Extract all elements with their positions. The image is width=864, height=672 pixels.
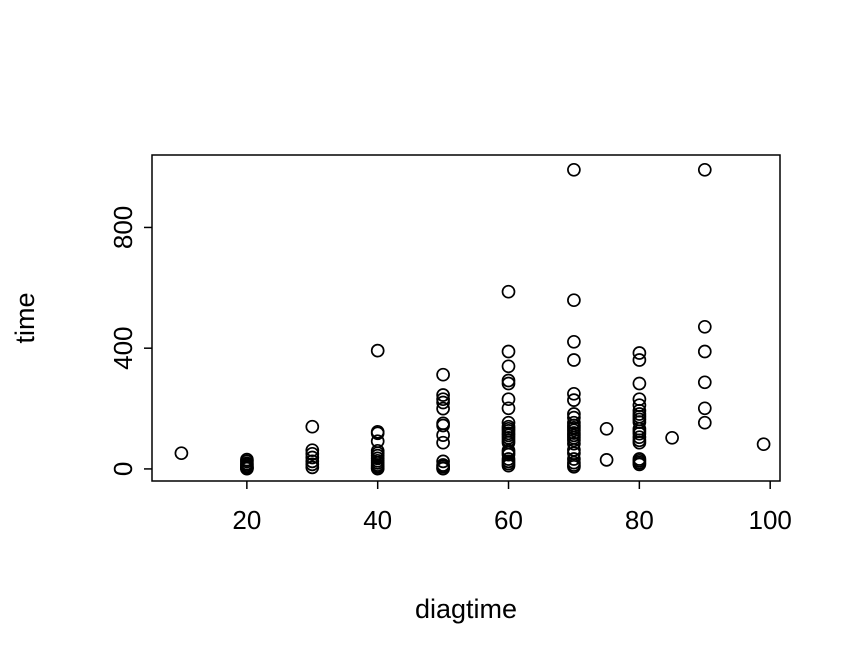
data-points	[174, 162, 771, 476]
data-point	[501, 284, 516, 299]
y-axis-label: time	[10, 292, 40, 343]
data-point	[632, 353, 647, 367]
data-point	[501, 447, 516, 462]
data-point	[632, 346, 647, 360]
data-point	[632, 426, 647, 441]
data-point	[436, 367, 450, 382]
data-point	[697, 344, 712, 359]
x-tick-label: 40	[363, 505, 392, 535]
x-tick-label: 80	[625, 505, 654, 535]
y-axis-ticks: 0 400 800	[108, 206, 152, 476]
data-point	[697, 401, 712, 416]
plot-box	[151, 154, 781, 482]
data-point	[305, 460, 320, 475]
x-tick-label: 20	[232, 505, 261, 535]
data-point	[305, 419, 320, 434]
data-point	[567, 386, 581, 401]
y-tick-label: 400	[108, 326, 138, 369]
data-point	[567, 436, 581, 451]
data-point	[436, 454, 450, 469]
data-point	[436, 435, 450, 450]
data-point	[501, 458, 516, 473]
data-point	[567, 334, 581, 349]
data-point	[370, 343, 385, 358]
data-point	[567, 459, 581, 474]
data-point	[501, 359, 516, 374]
x-tick-label: 60	[494, 505, 523, 535]
data-point	[567, 162, 581, 177]
data-point	[697, 162, 712, 177]
data-point	[697, 415, 712, 430]
data-point	[370, 461, 385, 476]
y-tick-label: 0	[108, 462, 138, 476]
data-point	[599, 421, 614, 436]
data-point	[632, 376, 647, 391]
data-point	[567, 293, 581, 308]
data-point	[240, 452, 254, 467]
data-point	[665, 430, 679, 445]
x-axis-label: diagtime	[415, 594, 517, 624]
data-point	[436, 395, 450, 410]
data-point	[501, 392, 516, 407]
data-point	[174, 446, 189, 461]
data-point	[436, 388, 450, 402]
data-point	[632, 435, 647, 450]
data-point	[599, 453, 614, 467]
data-point	[370, 426, 385, 441]
data-point	[436, 401, 450, 416]
data-point	[697, 375, 712, 390]
data-point	[632, 457, 647, 472]
data-point	[436, 461, 450, 476]
data-point	[436, 428, 450, 442]
data-point	[567, 452, 581, 466]
x-axis-ticks: 20 40 60 80 100	[232, 481, 792, 535]
data-point	[501, 401, 516, 416]
data-point	[305, 450, 320, 465]
x-tick-label: 100	[748, 505, 791, 535]
data-point	[305, 446, 320, 461]
data-point	[697, 319, 712, 334]
data-point	[501, 376, 516, 391]
data-point	[436, 418, 450, 433]
data-point	[501, 344, 516, 359]
data-point	[567, 353, 581, 367]
data-point	[756, 437, 771, 452]
data-point	[567, 393, 581, 407]
y-tick-label: 800	[108, 206, 138, 249]
